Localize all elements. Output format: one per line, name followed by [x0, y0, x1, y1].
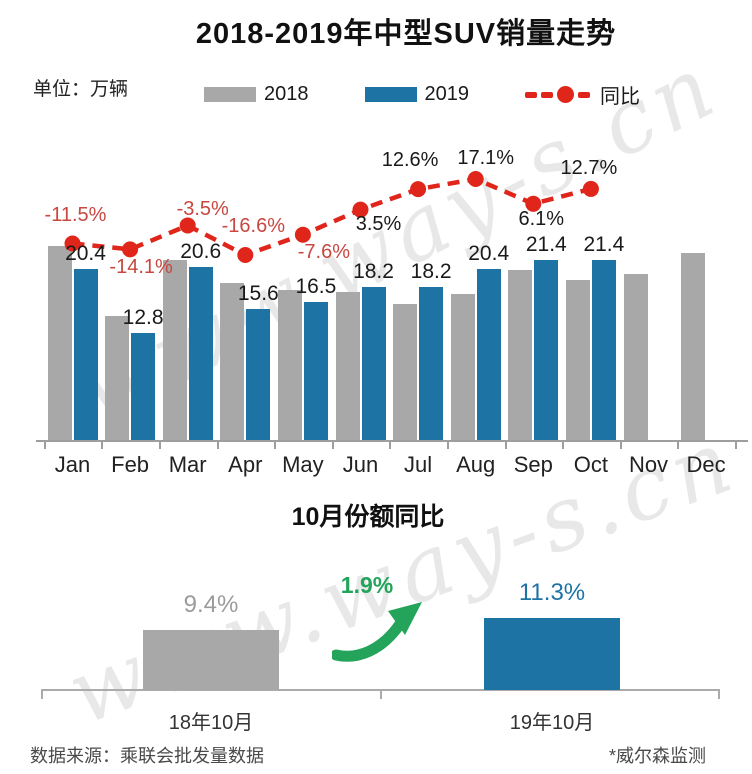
bar-2018-nov	[623, 273, 648, 441]
unit-label: 单位：万辆	[33, 79, 129, 100]
bar-2019-jan	[73, 268, 98, 441]
bar-value-label-2019-feb: 12.8	[122, 305, 164, 329]
bar-2018-may	[277, 289, 302, 441]
yoy-label-jan: -11.5%	[44, 204, 107, 227]
data-source-note: 数据来源：乘联会批发量数据	[30, 746, 264, 766]
x-tick-label-sep: Sep	[513, 452, 553, 477]
yoy-marker	[467, 171, 484, 188]
legend-item-2019: 2019	[364, 83, 470, 106]
share-axis-tick	[718, 691, 720, 699]
yoy-label-oct: 12.7%	[560, 156, 618, 179]
x-axis-tick	[274, 442, 277, 449]
x-tick-label-jul: Jul	[404, 452, 433, 477]
x-tick-label-feb: Feb	[111, 452, 150, 477]
legend-yoy-label: 同比	[600, 86, 640, 108]
bar-2018-jun	[335, 292, 360, 441]
legend-2018-label: 2018	[264, 83, 309, 105]
x-tick-label-jun: Jun	[342, 452, 379, 477]
yoy-label-sep: 6.1%	[518, 207, 565, 230]
bar-2018-sep	[508, 270, 533, 441]
x-axis-tick	[446, 442, 449, 449]
bar-2019-mar	[188, 266, 213, 441]
bar-2019-oct	[591, 260, 616, 441]
bar-2019-apr	[246, 309, 271, 441]
bar-2019-sep	[534, 260, 559, 441]
bar-2019-aug	[476, 268, 501, 441]
share-bar-19年10月	[484, 617, 620, 690]
bar-2018-jan	[47, 245, 72, 441]
x-axis-tick	[216, 442, 219, 449]
bar-2018-apr	[220, 283, 245, 441]
x-axis-tick	[619, 442, 622, 449]
x-axis-tick	[158, 442, 161, 449]
x-tick-label-oct: Oct	[573, 452, 608, 477]
bar-2019-jul	[419, 287, 444, 441]
bar-2018-aug	[450, 293, 475, 441]
x-tick-label-dec: Dec	[686, 452, 726, 477]
x-axis-tick	[389, 442, 392, 449]
share-chart-axis-line	[41, 689, 720, 691]
x-axis-tick	[331, 442, 334, 449]
bar-value-label-2019-may: 16.5	[295, 274, 337, 298]
x-tick-label-jan: Jan	[54, 452, 91, 477]
yoy-label-aug: 17.1%	[457, 147, 515, 169]
share-chart-title: 10月份额同比	[291, 503, 445, 531]
legend-2019-swatch	[364, 87, 417, 102]
page-title: 2018-2019年中型SUV销量走势	[195, 18, 617, 50]
yoy-label-feb: -14.1%	[109, 256, 173, 279]
delta-label: 1.9%	[340, 572, 394, 598]
yoy-label-apr: -16.6%	[221, 215, 285, 237]
yoy-marker	[410, 181, 427, 198]
yoy-label-jun: 3.5%	[355, 212, 402, 235]
bar-2018-mar	[162, 260, 187, 441]
growth-arrow-icon	[332, 602, 422, 662]
legend-2018-swatch	[204, 87, 256, 102]
yoy-marker	[582, 180, 599, 197]
bar-2019-may	[303, 301, 328, 441]
share-value-label-18年10月: 9.4%	[183, 591, 239, 618]
x-axis-tick	[504, 442, 507, 449]
monitor-note: *威尔森监测	[608, 746, 706, 766]
share-value-label-19年10月: 11.3%	[518, 579, 586, 606]
bar-value-label-2019-oct: 21.4	[583, 233, 625, 257]
bar-2018-jul	[393, 304, 418, 441]
bar-value-label-2019-jun: 18.2	[353, 260, 394, 284]
share-bar-18年10月	[143, 629, 279, 690]
legend-2019-label: 2019	[424, 83, 470, 105]
bar-2018-oct	[565, 280, 590, 441]
bar-value-label-2019-apr: 15.6	[237, 282, 279, 306]
share-axis-tick	[379, 691, 382, 699]
x-tick-label-nov: Nov	[628, 452, 669, 477]
legend: 2018 2019 同比	[204, 80, 640, 109]
bar-2019-feb	[131, 332, 156, 441]
x-tick-label-apr: Apr	[228, 452, 263, 477]
x-tick-label-mar: Mar	[168, 452, 207, 477]
x-axis-tick	[734, 442, 737, 449]
bar-2018-dec	[681, 252, 706, 441]
share-category-label-19年10月: 19年10月	[509, 712, 595, 734]
sales-trend-plot: 20.4 12.8 20.6 15.6 16.5 18.2 18.2 20.4 21.4 21.4…	[36, 128, 748, 441]
legend-yoy-dashed-line-icon	[525, 86, 594, 103]
share-category-label-18年10月: 18年10月	[168, 712, 254, 734]
x-tick-label-may: May	[282, 452, 324, 477]
yoy-label-may: -7.6%	[297, 240, 351, 263]
x-axis-tick	[43, 442, 46, 449]
x-axis-line	[36, 440, 748, 442]
bar-2018-feb	[105, 315, 130, 441]
x-axis-tick	[562, 442, 565, 449]
bar-2019-jun	[361, 287, 386, 441]
x-axis-tick	[101, 442, 104, 449]
x-tick-label-aug: Aug	[456, 452, 496, 477]
x-axis-tick	[677, 442, 680, 449]
legend-item-2018: 2018	[204, 83, 309, 106]
bar-value-label-2019-jul: 18.2	[410, 260, 452, 284]
share-axis-tick	[41, 691, 43, 699]
legend-item-yoy: 同比	[525, 80, 640, 109]
yoy-label-jul: 12.6%	[381, 149, 439, 172]
